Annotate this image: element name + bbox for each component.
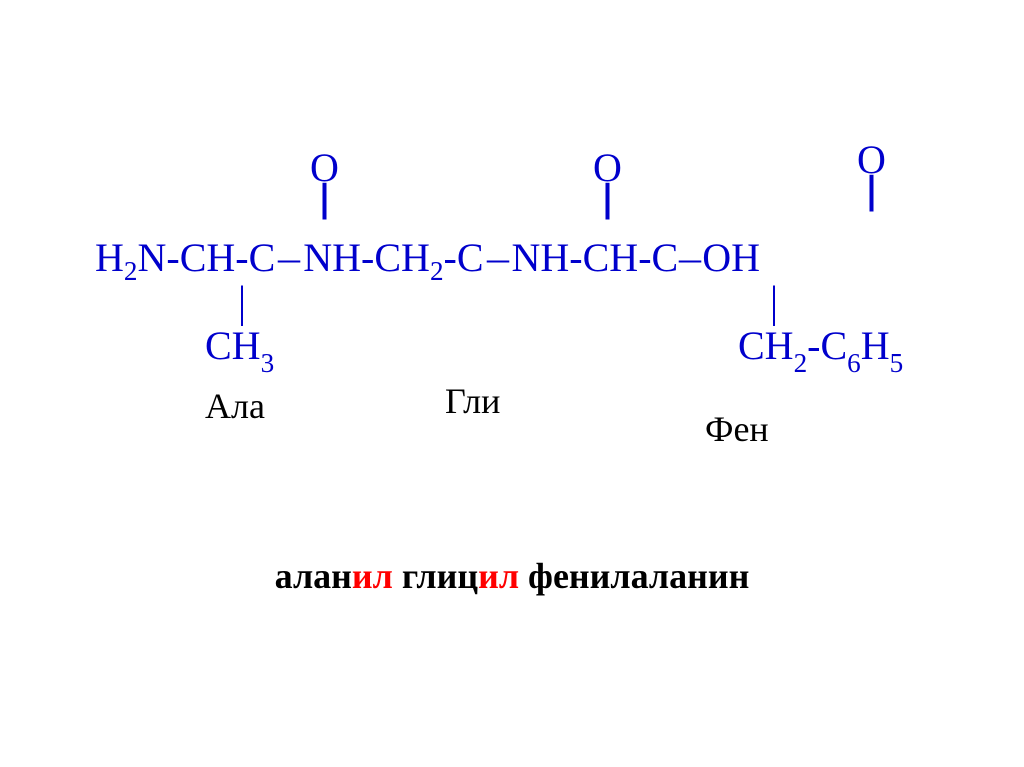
ch3-ch: CH [205,323,261,368]
bond-oh: – [679,234,701,281]
nh-ch2: NH-CH [303,234,430,281]
label-ala: Ала [205,385,265,427]
double-bond: || [310,186,333,210]
pbond-1: – [278,234,300,281]
ch2-2: 2 [794,348,808,378]
oh: OH [702,234,760,281]
name-il2: ил [478,556,519,596]
ch2-ch: CH [738,323,794,368]
vbar-ala: | [238,280,246,324]
carbonyl-1: O || [310,148,333,212]
h2n-h: H [95,234,124,281]
side-ch3: CH3 [205,322,274,375]
carbonyl-3: O || [857,140,880,204]
dash-c6: -C [807,323,847,368]
name-il1: ил [352,556,393,596]
vbar-phe: | [770,280,778,324]
label-phe: Фен [705,408,769,450]
diagram-canvas: O || O || O || H2N-CH-C–NH-CH2-C–NH-CH-C… [0,0,1024,767]
ch3-3: 3 [261,348,275,378]
name-sp2 [519,556,528,596]
double-bond: || [857,178,880,202]
peptide-name: аланил глицил фенилаланин [0,555,1024,597]
name-phe: фенилаланин [528,556,749,596]
h2n-2: 2 [124,256,138,287]
side-ch2c6h5: CH2-C6H5 [738,322,903,375]
name-sp1 [393,556,402,596]
ch2-2: 2 [430,256,444,287]
h5-h: H [861,323,890,368]
label-gly: Гли [445,380,500,422]
h5-5: 5 [890,348,904,378]
nh-ch-c-3: NH-CH-C [512,234,679,281]
carbonyl-2: O || [593,148,616,212]
dash-c-2: -C [444,234,484,281]
name-alan: алан [275,556,352,596]
double-bond: || [593,186,616,210]
c6-6: 6 [847,348,861,378]
name-glyc: глиц [402,556,478,596]
n-ch-c-1: N-CH-C [137,234,275,281]
pbond-2: – [487,234,509,281]
main-chain: H2N-CH-C–NH-CH2-C–NH-CH-C–OH [95,230,760,283]
